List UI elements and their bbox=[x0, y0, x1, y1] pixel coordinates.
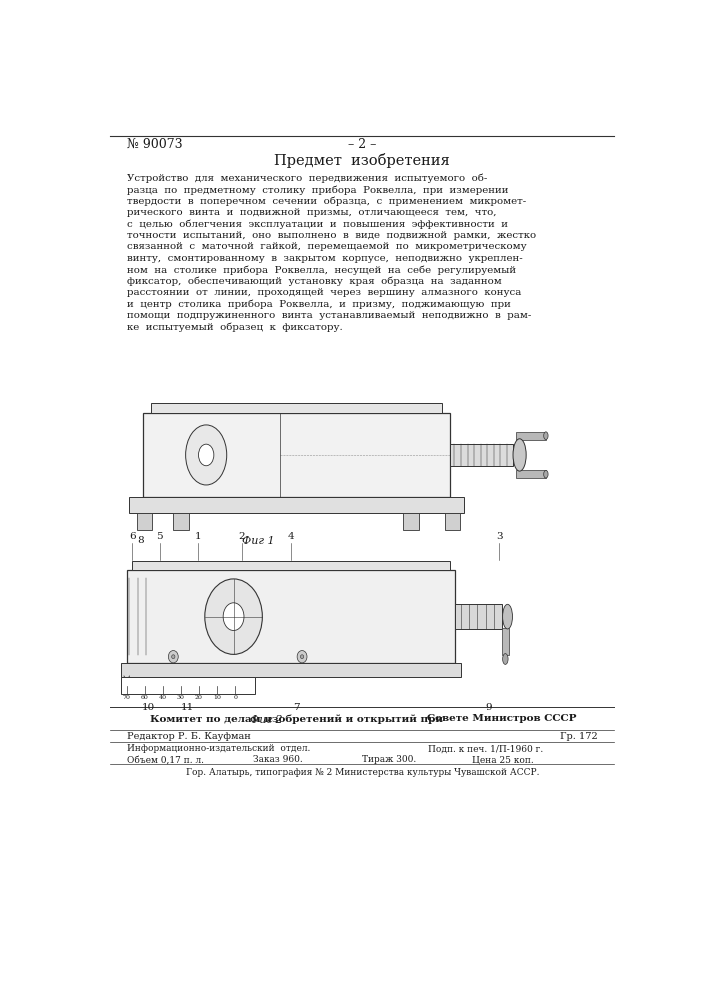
Text: Устройство  для  механического  передвижения  испытуемого  об-: Устройство для механического передвижени… bbox=[127, 174, 487, 183]
Text: Совете Министров СССР: Совете Министров СССР bbox=[427, 714, 577, 723]
Text: 11: 11 bbox=[180, 703, 194, 712]
Bar bbox=[132, 561, 450, 570]
Text: 10: 10 bbox=[213, 695, 221, 700]
Text: Гр. 172: Гр. 172 bbox=[560, 732, 598, 741]
Text: Фиг 2: Фиг 2 bbox=[250, 715, 283, 725]
Bar bbox=[455, 604, 502, 629]
Text: Информационно-издательский  отдел.: Информационно-издательский отдел. bbox=[127, 744, 310, 753]
Bar bbox=[502, 628, 508, 655]
Text: и  центр  столика  прибора  Роквелла,  и  призму,  поджимающую  при: и центр столика прибора Роквелла, и приз… bbox=[127, 299, 510, 309]
Text: Объем 0,17 п. л.: Объем 0,17 п. л. bbox=[127, 755, 204, 764]
Ellipse shape bbox=[205, 579, 262, 654]
Bar bbox=[122, 677, 255, 694]
Text: 20: 20 bbox=[195, 695, 203, 700]
Ellipse shape bbox=[503, 604, 513, 629]
Text: ном  на  столике  прибора  Роквелла,  несущей  на  себе  регулируемый: ном на столике прибора Роквелла, несущей… bbox=[127, 265, 516, 275]
Text: 40: 40 bbox=[159, 695, 167, 700]
Text: Цена 25 коп.: Цена 25 коп. bbox=[472, 755, 534, 764]
Bar bbox=[127, 570, 455, 663]
Bar bbox=[450, 444, 513, 466]
Ellipse shape bbox=[168, 651, 178, 663]
Text: Тираж 300.: Тираж 300. bbox=[363, 755, 416, 764]
Ellipse shape bbox=[503, 654, 508, 664]
Text: фиксатор,  обеспечивающий  установку  края  образца  на  заданном: фиксатор, обеспечивающий установку края … bbox=[127, 276, 501, 286]
Text: 6: 6 bbox=[129, 532, 136, 541]
Bar bbox=[173, 513, 189, 530]
Text: помощи  подпружиненного  винта  устанавливаемый  неподвижно  в  рам-: помощи подпружиненного винта устанавлива… bbox=[127, 311, 531, 320]
Text: 10: 10 bbox=[142, 703, 156, 712]
Bar bbox=[516, 470, 546, 478]
Text: Гор. Алатырь, типография № 2 Министерства культуры Чувашской АССР.: Гор. Алатырь, типография № 2 Министерств… bbox=[186, 768, 539, 777]
Text: с  целью  облегчения  эксплуатации  и  повышения  эффективности  и: с целью облегчения эксплуатации и повыше… bbox=[127, 219, 508, 229]
Text: ке  испытуемый  образец  к  фиксатору.: ке испытуемый образец к фиксатору. bbox=[127, 322, 342, 332]
Text: 3: 3 bbox=[496, 532, 503, 541]
Text: 60: 60 bbox=[141, 695, 148, 700]
Bar bbox=[404, 513, 419, 530]
Text: расстоянии  от  линии,  проходящей  через  вершину  алмазного  конуса: расстоянии от линии, проходящей через ве… bbox=[127, 288, 521, 297]
Text: 7: 7 bbox=[293, 703, 300, 712]
Bar bbox=[151, 403, 442, 413]
Text: 4: 4 bbox=[288, 532, 294, 541]
Ellipse shape bbox=[544, 470, 548, 478]
Text: Фиг 1: Фиг 1 bbox=[242, 536, 274, 546]
Text: Редактор Р. Б. Кауфман: Редактор Р. Б. Кауфман bbox=[127, 732, 250, 741]
Ellipse shape bbox=[199, 444, 214, 466]
Ellipse shape bbox=[186, 425, 227, 485]
Ellipse shape bbox=[297, 651, 307, 663]
Ellipse shape bbox=[544, 432, 548, 440]
Text: разца  по  предметному  столику  прибора  Роквелла,  при  измерении: разца по предметному столику прибора Рок… bbox=[127, 185, 508, 195]
Text: Комитет по делам изобретений и открытий при: Комитет по делам изобретений и открытий … bbox=[150, 714, 443, 724]
Bar bbox=[136, 513, 152, 530]
Text: Предмет  изобретения: Предмет изобретения bbox=[274, 153, 450, 168]
Ellipse shape bbox=[513, 439, 526, 471]
Text: точности  испытаний,  оно  выполнено  в  виде  подвижной  рамки,  жестко: точности испытаний, оно выполнено в виде… bbox=[127, 231, 536, 240]
Ellipse shape bbox=[223, 603, 244, 631]
Text: 2: 2 bbox=[238, 532, 245, 541]
Text: рического  винта  и  подвижной  призмы,  отличающееся  тем,  что,: рического винта и подвижной призмы, отли… bbox=[127, 208, 496, 217]
Text: 1: 1 bbox=[194, 532, 201, 541]
Text: винту,  смонтированному  в  закрытом  корпусе,  неподвижно  укреплен-: винту, смонтированному в закрытом корпус… bbox=[127, 254, 522, 263]
Text: связанной  с  маточной  гайкой,  перемещаемой  по  микрометрическому: связанной с маточной гайкой, перемещаемо… bbox=[127, 242, 526, 251]
Text: 0: 0 bbox=[233, 695, 238, 700]
Text: 5: 5 bbox=[156, 532, 163, 541]
Text: 70: 70 bbox=[123, 695, 131, 700]
Text: – 2 –: – 2 – bbox=[348, 138, 377, 151]
Bar bbox=[122, 663, 461, 677]
Text: 30: 30 bbox=[177, 695, 185, 700]
Ellipse shape bbox=[172, 655, 175, 659]
Text: Заказ 960.: Заказ 960. bbox=[253, 755, 303, 764]
Bar bbox=[516, 432, 546, 440]
Bar bbox=[129, 497, 464, 513]
Text: 9: 9 bbox=[485, 703, 491, 712]
Text: 8: 8 bbox=[137, 536, 144, 545]
Text: № 90073: № 90073 bbox=[127, 138, 182, 151]
Text: твердости  в  поперечном  сечении  образца,  с  применением  микромет-: твердости в поперечном сечении образца, … bbox=[127, 197, 526, 206]
Ellipse shape bbox=[300, 655, 304, 659]
Bar bbox=[445, 513, 460, 530]
Bar bbox=[144, 413, 450, 497]
Text: Подп. к печ. 1/П-1960 г.: Подп. к печ. 1/П-1960 г. bbox=[428, 744, 544, 753]
